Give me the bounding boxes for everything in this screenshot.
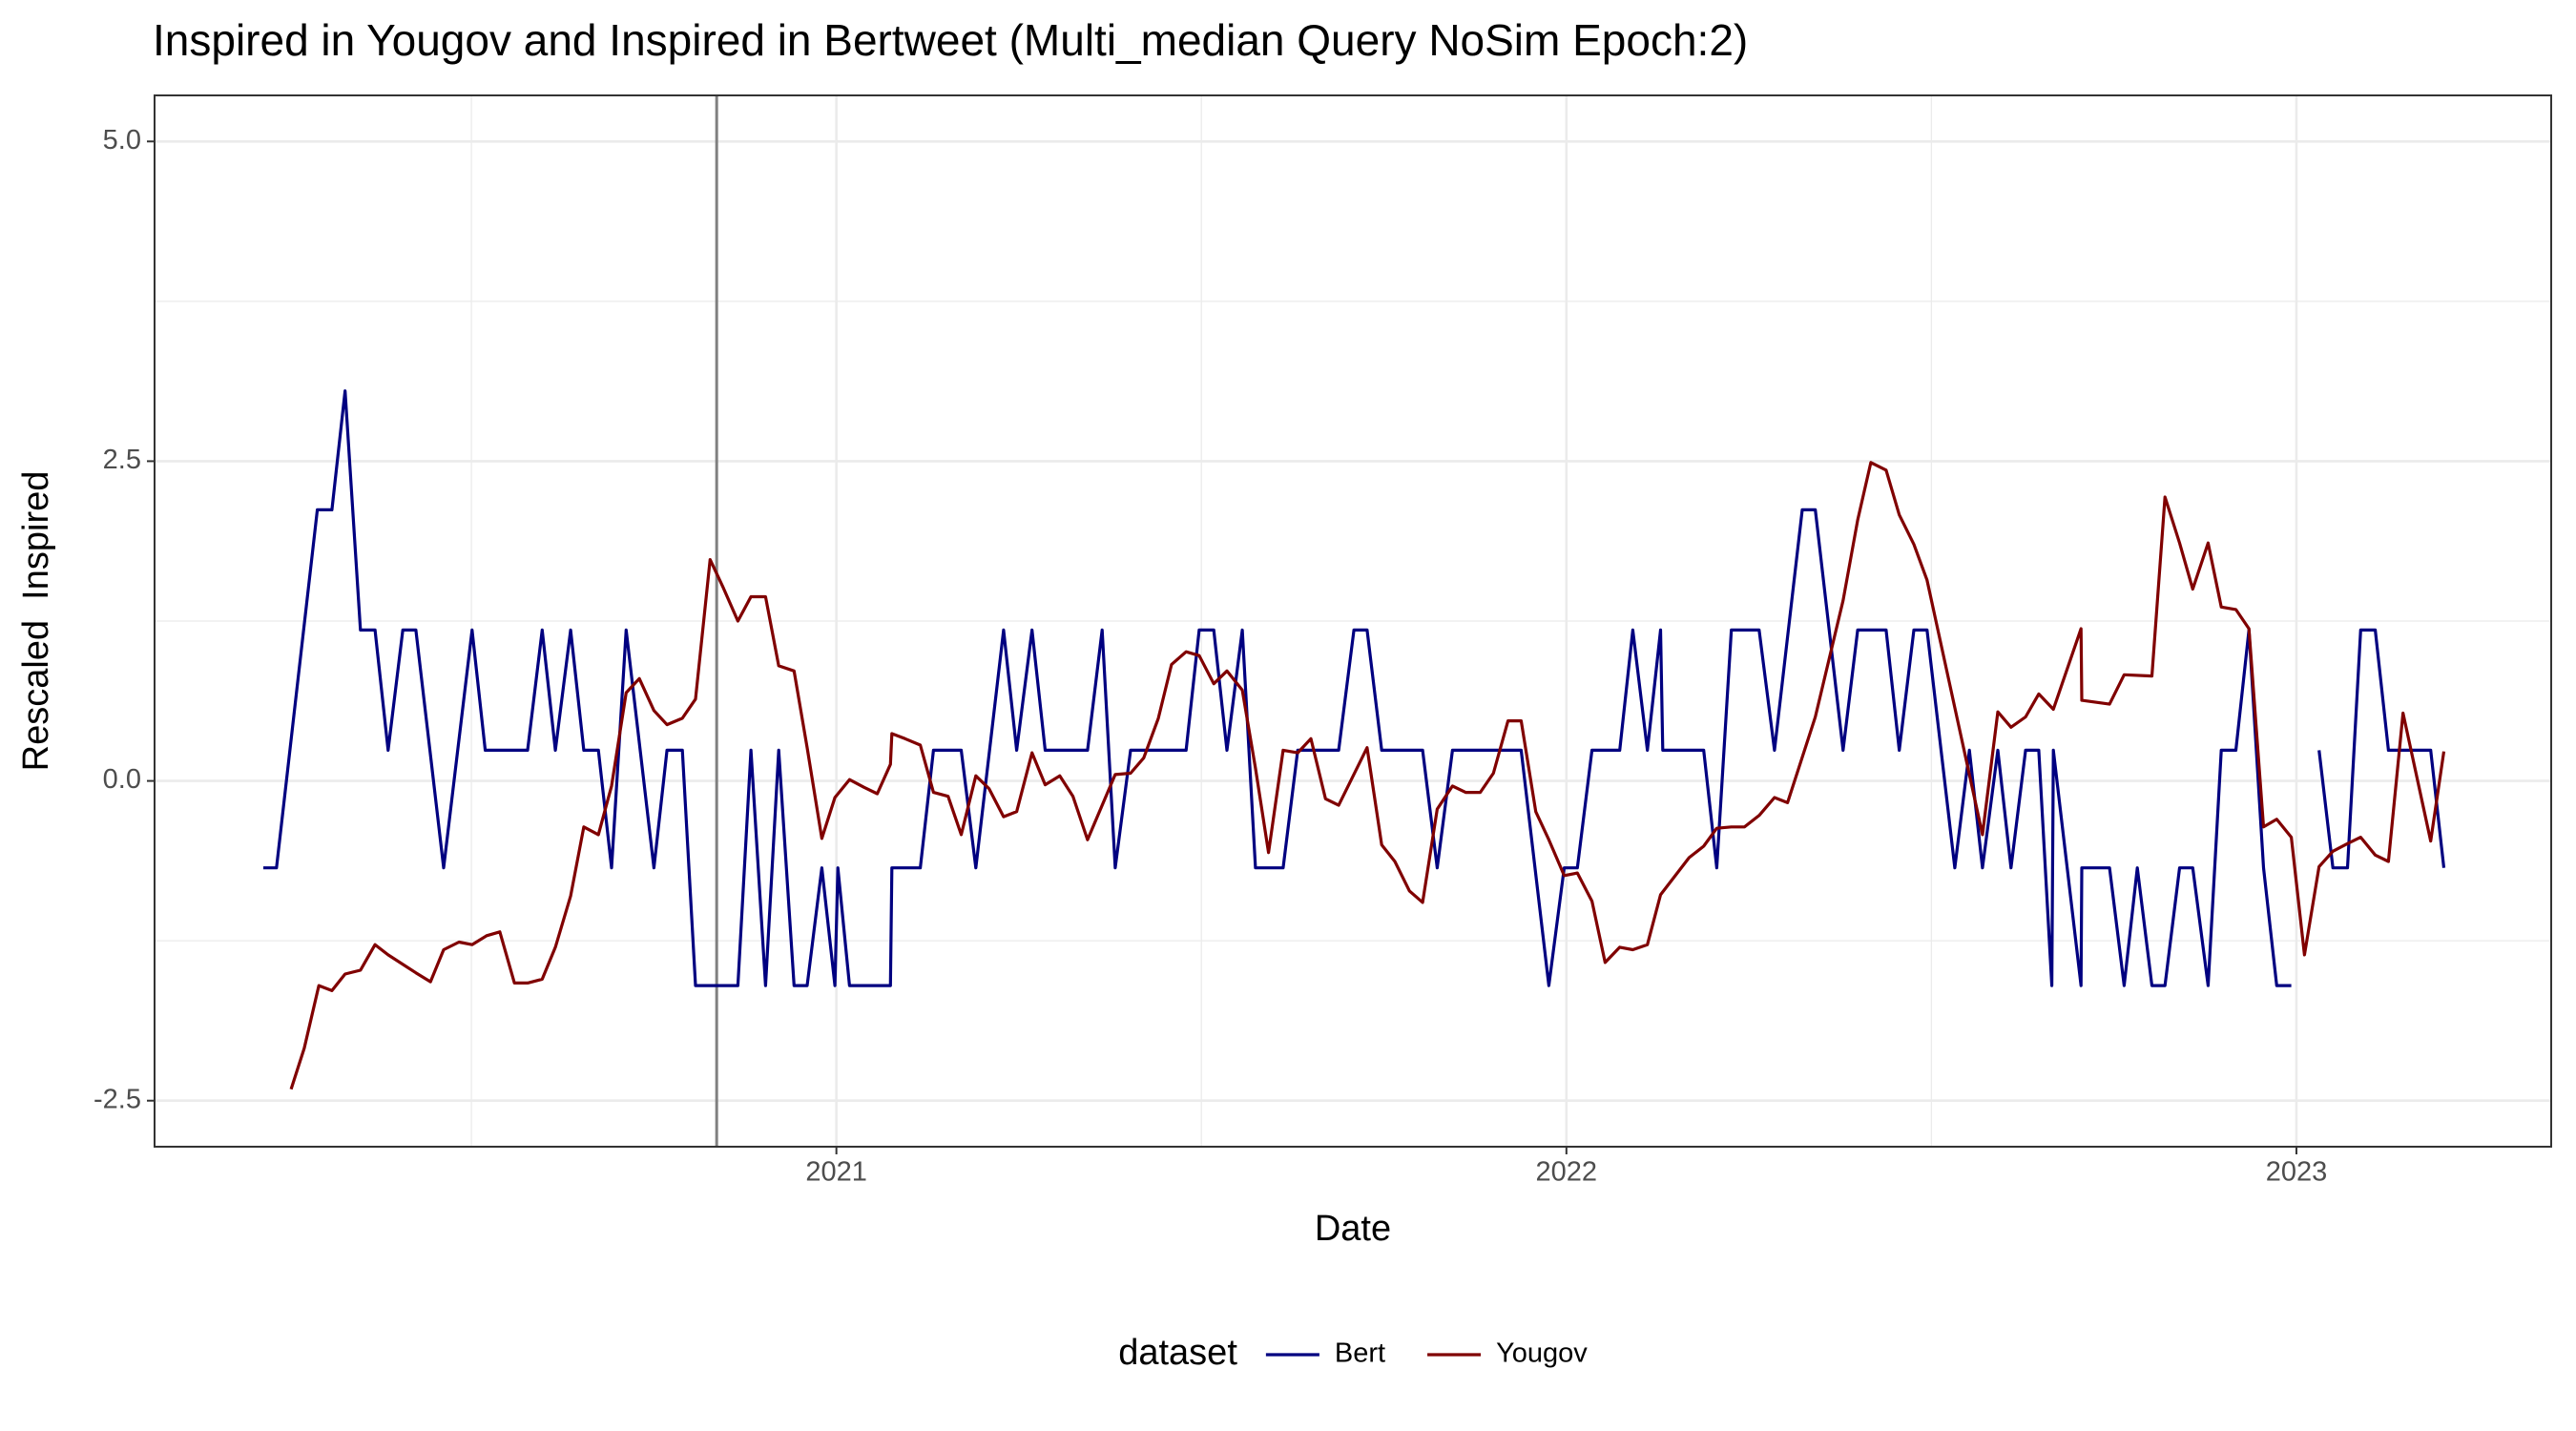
y-tick-label: 0.0 <box>103 764 141 795</box>
legend-title: dataset <box>1118 1333 1237 1373</box>
legend: dataset Bert Yougov <box>1118 1333 1588 1373</box>
x-tick-label: 2022 <box>1536 1157 1598 1188</box>
x-tick-label: 2021 <box>805 1157 867 1188</box>
x-tick-label: 2023 <box>2266 1157 2328 1188</box>
legend-label: Bert <box>1335 1338 1385 1369</box>
y-axis-title: Rescaled Inspired <box>16 471 56 772</box>
y-tick-label: -2.5 <box>93 1084 141 1114</box>
y-tick-label: 5.0 <box>103 125 141 156</box>
legend-label: Yougov <box>1496 1338 1588 1369</box>
x-axis-title: Date <box>1315 1209 1391 1249</box>
panel-border <box>154 94 2552 1148</box>
series-line <box>289 461 2446 1090</box>
y-tick-label: 2.5 <box>103 445 141 475</box>
chart-title: Inspired in Yougov and Inspired in Bertw… <box>153 15 1748 65</box>
